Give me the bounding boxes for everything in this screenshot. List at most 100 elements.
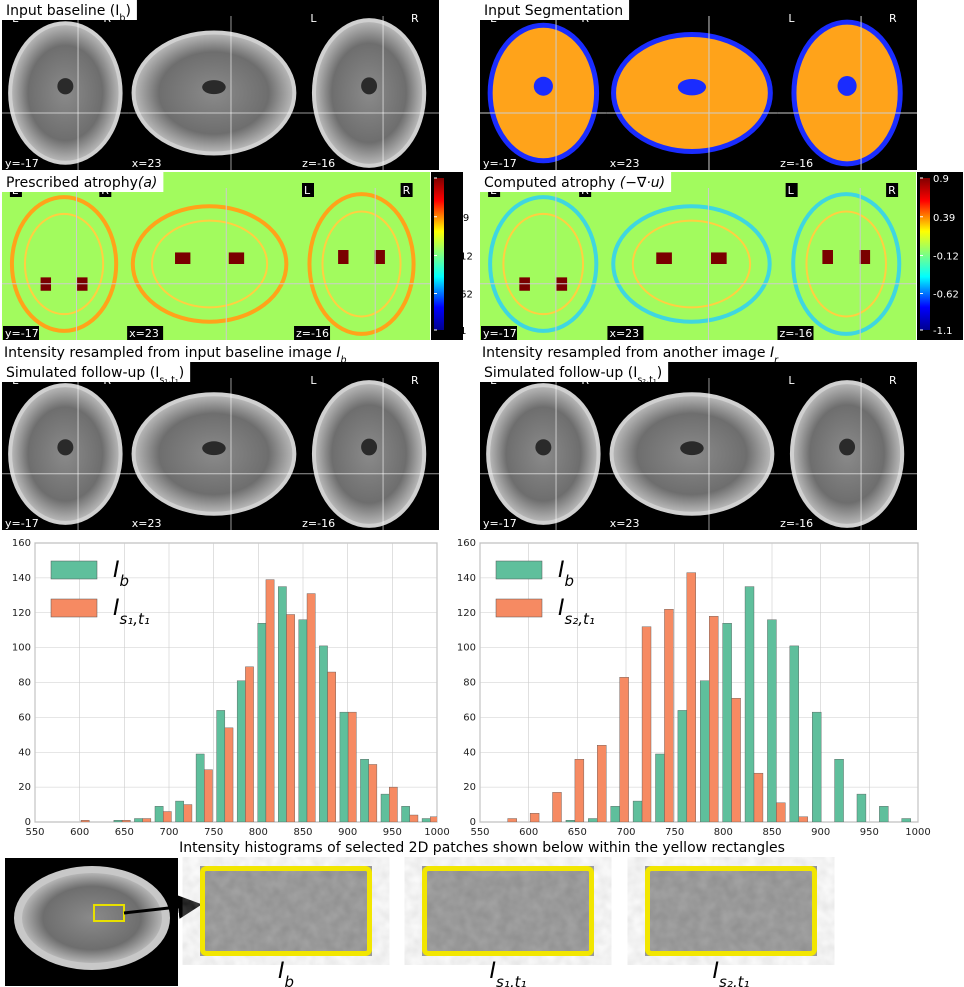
y-tick-label: 140 — [12, 573, 31, 584]
patch-label: Is₂,t₁ — [713, 959, 750, 987]
panel-title-bg — [480, 362, 669, 382]
legend-swatch — [495, 598, 543, 618]
view-label: z=-16 — [780, 157, 813, 170]
bar — [154, 806, 164, 822]
bar — [753, 772, 764, 822]
bar — [597, 745, 607, 822]
bar — [731, 697, 741, 822]
colorbar-label: 0.39 — [447, 213, 469, 224]
bar — [834, 759, 844, 822]
view-label: z=-16 — [780, 517, 813, 530]
text-part: b — [340, 355, 346, 366]
y-tick-label: 60 — [18, 712, 31, 723]
orient-label: L — [788, 184, 795, 197]
text-part: I — [113, 596, 120, 621]
text-part: ) — [657, 365, 662, 381]
atrophy-outline — [130, 204, 289, 324]
atrophy-region — [175, 252, 191, 264]
bar — [265, 579, 275, 822]
ventricle — [839, 438, 856, 456]
text-part: s₁,t₁ — [496, 973, 526, 987]
bar — [722, 623, 732, 822]
bar — [216, 710, 226, 822]
text-part: r — [774, 355, 779, 366]
text-part: Input Segmentation — [484, 3, 623, 19]
x-tick-label: 750 — [204, 827, 223, 838]
panel-title: Simulated follow-up (Is₂,t₁) — [484, 365, 662, 386]
bar — [278, 586, 287, 822]
colorbar-label: 0.9 — [933, 174, 949, 185]
ventricle — [57, 439, 74, 456]
bar — [286, 614, 295, 822]
x-tick-label: 950 — [860, 827, 879, 838]
bar — [327, 671, 336, 822]
view-label-bg — [607, 326, 644, 340]
orient-label: L — [304, 184, 311, 197]
atrophy-inner — [502, 212, 585, 316]
bar — [619, 677, 629, 822]
colorbar-label: -0.62 — [447, 290, 473, 301]
legend-label: Ib — [558, 558, 574, 590]
text-part: I — [113, 558, 120, 583]
text-part: I — [713, 959, 720, 984]
x-tick-label: 900 — [338, 827, 357, 838]
bar — [142, 818, 152, 822]
panel-title-bg — [480, 172, 672, 192]
y-tick-label: 80 — [18, 678, 31, 689]
ventricle — [202, 80, 226, 95]
y-tick-label: 40 — [463, 747, 476, 758]
text-part: s₂,t₁ — [719, 973, 749, 987]
x-tick-label: 850 — [762, 827, 781, 838]
text-part: Prescribed atrophy — [6, 175, 138, 191]
x-tick-label: 550 — [470, 827, 489, 838]
patch-texture — [422, 866, 594, 956]
y-tick-label: 120 — [457, 608, 476, 619]
orient-label: L — [788, 12, 795, 25]
view-label: z=-16 — [296, 327, 329, 340]
bar — [347, 711, 357, 822]
panel-title-bg — [2, 362, 191, 382]
atrophy-inner — [23, 212, 105, 316]
bar — [664, 609, 674, 822]
atrophy-region — [711, 252, 727, 264]
text-part: s₂,t₁ — [637, 375, 657, 386]
orient-bg — [786, 373, 799, 387]
csf — [837, 75, 857, 96]
atrophy-inner — [805, 210, 888, 318]
bar — [507, 818, 517, 822]
y-tick-label: 0 — [25, 817, 31, 828]
bar — [113, 820, 123, 822]
bar — [430, 816, 437, 822]
bar — [709, 616, 719, 822]
view-label: x=23 — [129, 327, 159, 340]
bar — [767, 619, 777, 822]
y-tick-label: 60 — [463, 712, 476, 723]
x-tick-label: 750 — [665, 827, 684, 838]
bar — [162, 811, 172, 822]
bar — [789, 645, 799, 822]
bar — [700, 680, 710, 822]
orient-label: R — [411, 12, 419, 25]
bar — [236, 680, 246, 822]
colorbar-label: -0.12 — [447, 252, 473, 263]
text-part: Input baseline (I — [6, 3, 119, 19]
text-part: I — [558, 596, 565, 621]
view-label: y=-17 — [5, 517, 39, 530]
legend-swatch — [50, 598, 98, 618]
orient-label: R — [889, 374, 897, 387]
panel-title-bg — [480, 0, 630, 20]
orient-label: R — [411, 374, 419, 387]
text-part: Intensity resampled from input baseline … — [4, 345, 336, 361]
ventricle — [361, 438, 378, 456]
text-part: Computed atrophy — [484, 175, 620, 191]
bar — [134, 818, 143, 822]
orient-label: R — [888, 184, 896, 197]
text-part: s₂,t₁ — [565, 610, 595, 628]
x-tick-label: 800 — [249, 827, 268, 838]
view-label: x=23 — [610, 157, 640, 170]
y-tick-label: 160 — [457, 538, 476, 549]
legend-swatch — [495, 560, 543, 580]
bar — [565, 820, 576, 822]
